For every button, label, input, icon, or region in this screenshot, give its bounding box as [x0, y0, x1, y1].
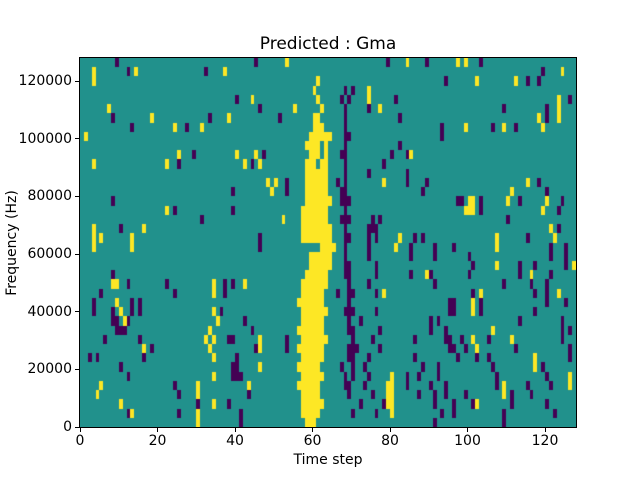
x-tick-label: 0 — [75, 433, 85, 449]
y-tick-mark — [75, 138, 79, 140]
chart-title: Predicted : Gma — [259, 34, 397, 54]
x-tick-label: 60 — [303, 433, 322, 449]
x-axis-label: Time step — [293, 452, 363, 468]
x-tick-mark — [79, 428, 81, 432]
x-tick-mark — [234, 428, 236, 432]
y-tick-mark — [75, 311, 79, 313]
x-tick-label: 100 — [454, 433, 481, 449]
x-tick-mark — [312, 428, 313, 432]
x-tick-mark — [157, 428, 158, 432]
y-tick-label: 100000 — [18, 130, 72, 147]
x-tick-label: 40 — [226, 433, 244, 449]
y-tick-mark — [75, 368, 79, 370]
y-tick-label: 20000 — [27, 361, 72, 378]
y-tick-label: 80000 — [27, 188, 72, 205]
heatmap-canvas — [80, 58, 576, 427]
y-tick-mark — [75, 253, 79, 255]
x-tick-label: 20 — [148, 433, 167, 449]
y-tick-mark — [75, 80, 79, 82]
y-tick-label: 0 — [63, 419, 72, 435]
y-tick-mark — [75, 426, 79, 428]
x-tick-mark — [467, 428, 468, 432]
x-tick-label: 80 — [381, 433, 399, 449]
y-tick-label: 120000 — [18, 73, 72, 90]
y-tick-mark — [75, 195, 79, 197]
y-tick-label: 60000 — [27, 246, 72, 263]
y-tick-label: 40000 — [27, 303, 72, 320]
x-tick-mark — [544, 428, 546, 432]
plot-frame — [79, 57, 577, 428]
x-tick-mark — [389, 428, 391, 432]
x-tick-label: 120 — [531, 433, 559, 449]
